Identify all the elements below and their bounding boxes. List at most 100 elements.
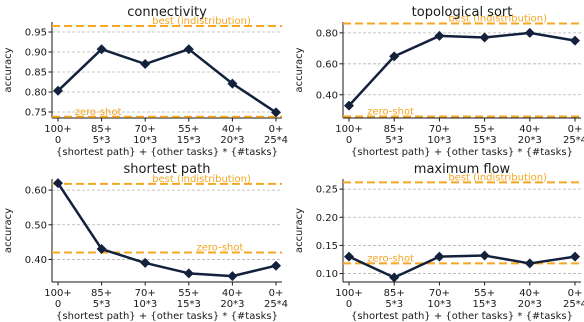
series-line xyxy=(348,254,576,279)
x-tick-label: 10*3 xyxy=(427,299,451,310)
x-tick-label: 5*3 xyxy=(93,299,111,310)
x-tick-label: 55+ xyxy=(474,124,495,135)
y-axis-label: accuracy xyxy=(294,47,305,92)
x-axis-label: {shortest path} + {other tasks} * {#task… xyxy=(351,147,573,158)
x-tick-label: 20*3 xyxy=(518,135,542,146)
x-tick-label: 15*3 xyxy=(177,135,201,146)
data-point xyxy=(389,272,400,283)
data-point xyxy=(434,30,445,41)
x-tick-label: 20*3 xyxy=(220,135,244,146)
reference-label: zero-shot xyxy=(367,253,414,264)
y-tick-label: 0.80 xyxy=(316,28,338,39)
reference-label: zero-shot xyxy=(367,106,414,117)
data-point xyxy=(183,44,194,55)
x-tick-label: 55+ xyxy=(178,288,199,299)
y-tick-label: 0.50 xyxy=(25,220,47,231)
x-tick-label: 85+ xyxy=(384,124,405,135)
data-point xyxy=(524,27,535,38)
x-tick-label: 70+ xyxy=(429,288,450,299)
x-tick-label: 5*3 xyxy=(93,135,111,146)
x-axis-label: {shortest path} + {other tasks} * {#task… xyxy=(56,311,278,322)
y-tick-label: 0.40 xyxy=(316,90,338,101)
x-tick-label: 85+ xyxy=(384,288,405,299)
x-tick-label: 5*3 xyxy=(385,299,403,310)
x-tick-label: 25*4 xyxy=(264,135,288,146)
series-line xyxy=(348,31,576,107)
data-point xyxy=(140,59,151,69)
y-tick-label: 0.60 xyxy=(316,59,338,70)
x-tick-label: 70+ xyxy=(135,288,156,299)
data-point xyxy=(570,35,580,46)
data-point xyxy=(344,251,354,262)
x-tick-label: 0 xyxy=(55,299,61,310)
x-tick-label: 0+ xyxy=(269,124,284,135)
y-tick-label: 0.95 xyxy=(25,28,47,39)
data-point xyxy=(434,251,445,262)
x-tick-label: 100+ xyxy=(44,288,71,299)
x-tick-label: 55+ xyxy=(474,288,495,299)
y-tick-label: 0.80 xyxy=(25,88,47,99)
data-point xyxy=(53,178,63,189)
data-point xyxy=(570,251,580,262)
x-tick-label: 100+ xyxy=(335,124,362,135)
y-axis-label: accuracy xyxy=(3,208,14,253)
y-axis-label: accuracy xyxy=(294,208,305,253)
reference-label: best (indistribution) xyxy=(448,172,547,183)
x-tick-label: 0 xyxy=(55,135,61,146)
x-tick-label: 85+ xyxy=(91,124,112,135)
data-point xyxy=(96,44,107,55)
x-tick-label: 0+ xyxy=(269,288,284,299)
x-tick-label: 40+ xyxy=(519,288,540,299)
y-tick-label: 0.10 xyxy=(316,269,338,280)
x-tick-label: 0 xyxy=(346,135,352,146)
data-point xyxy=(271,107,281,118)
series-line xyxy=(56,182,277,278)
data-point xyxy=(53,85,63,96)
reference-label: best (indistribution) xyxy=(152,174,251,185)
y-tick-label: 0.20 xyxy=(316,213,338,224)
x-tick-label: 5*3 xyxy=(385,135,403,146)
x-tick-label: 10*3 xyxy=(427,135,451,146)
x-tick-label: 100+ xyxy=(44,124,71,135)
y-axis-label: accuracy xyxy=(3,47,14,92)
chart-title: topological sort xyxy=(412,5,513,20)
reference-label: zero-shot xyxy=(75,107,122,118)
x-tick-label: 20*3 xyxy=(220,299,244,310)
x-tick-label: 25*4 xyxy=(264,299,288,310)
x-tick-label: 15*3 xyxy=(473,299,497,310)
x-tick-label: 0+ xyxy=(568,124,583,135)
reference-label: best (indistribution) xyxy=(152,16,251,27)
x-tick-label: 10*3 xyxy=(133,135,157,146)
chart-title: connectivity xyxy=(127,5,207,20)
x-tick-label: 25*4 xyxy=(563,135,584,146)
data-point xyxy=(344,100,354,111)
x-tick-label: 100+ xyxy=(335,288,362,299)
y-tick-label: 0.15 xyxy=(316,241,338,252)
y-tick-label: 0.75 xyxy=(25,108,47,119)
y-tick-label: 0.90 xyxy=(25,48,47,59)
reference-label: best (indistribution) xyxy=(448,14,547,25)
x-tick-label: 40+ xyxy=(222,124,243,135)
data-point xyxy=(524,258,535,269)
y-tick-label: 0.60 xyxy=(25,186,47,197)
data-point xyxy=(227,78,238,89)
x-tick-label: 70+ xyxy=(135,124,156,135)
y-tick-label: 0.85 xyxy=(25,68,47,79)
x-axis-label: {shortest path} + {other tasks} * {#task… xyxy=(56,147,278,158)
x-tick-label: 0 xyxy=(346,299,352,310)
data-point xyxy=(389,51,400,62)
x-tick-label: 25*4 xyxy=(563,299,584,310)
y-tick-label: 0.25 xyxy=(316,185,338,196)
x-tick-label: 85+ xyxy=(91,288,112,299)
chart-title: shortest path xyxy=(124,162,211,177)
data-point xyxy=(479,250,490,261)
chart-title: maximum flow xyxy=(414,162,511,177)
data-point xyxy=(479,32,490,43)
x-tick-label: 20*3 xyxy=(518,299,542,310)
y-tick-label: 0.40 xyxy=(25,255,47,266)
reference-label: zero-shot xyxy=(197,243,244,254)
x-tick-label: 15*3 xyxy=(177,299,201,310)
series-line xyxy=(57,47,277,114)
data-point xyxy=(96,244,107,255)
